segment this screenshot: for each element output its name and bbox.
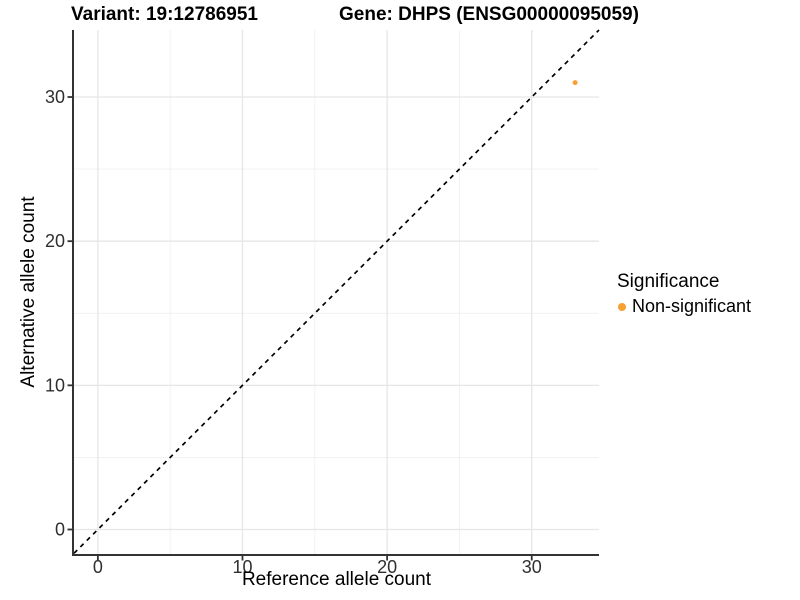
y-axis-tick-label: 10 xyxy=(45,375,65,395)
plot-title-variant: Variant: 19:12786951 xyxy=(71,4,258,25)
y-axis-title: Alternative allele count xyxy=(18,196,39,388)
x-axis-tick-label: 0 xyxy=(93,557,103,577)
legend: Significance Non-significant xyxy=(614,271,751,317)
identity-reference-line xyxy=(73,29,600,554)
y-axis-tick-label: 20 xyxy=(45,231,65,251)
legend-title: Significance xyxy=(617,271,720,292)
data-point xyxy=(572,80,578,86)
legend-entry: Non-significant xyxy=(614,296,751,317)
legend-entry-label: Non-significant xyxy=(632,296,752,316)
x-axis-tick-label: 30 xyxy=(522,557,542,577)
plot-title-gene: Gene: DHPS (ENSG00000095059) xyxy=(339,4,639,25)
x-axis-tick-label: 20 xyxy=(377,557,397,577)
y-axis-tick-label: 30 xyxy=(45,87,65,107)
legend-point-icon xyxy=(618,302,626,311)
x-axis-title: Reference allele count xyxy=(241,569,432,590)
y-axis-tick-label: 0 xyxy=(55,519,65,539)
x-axis-tick-label: 10 xyxy=(232,557,252,577)
